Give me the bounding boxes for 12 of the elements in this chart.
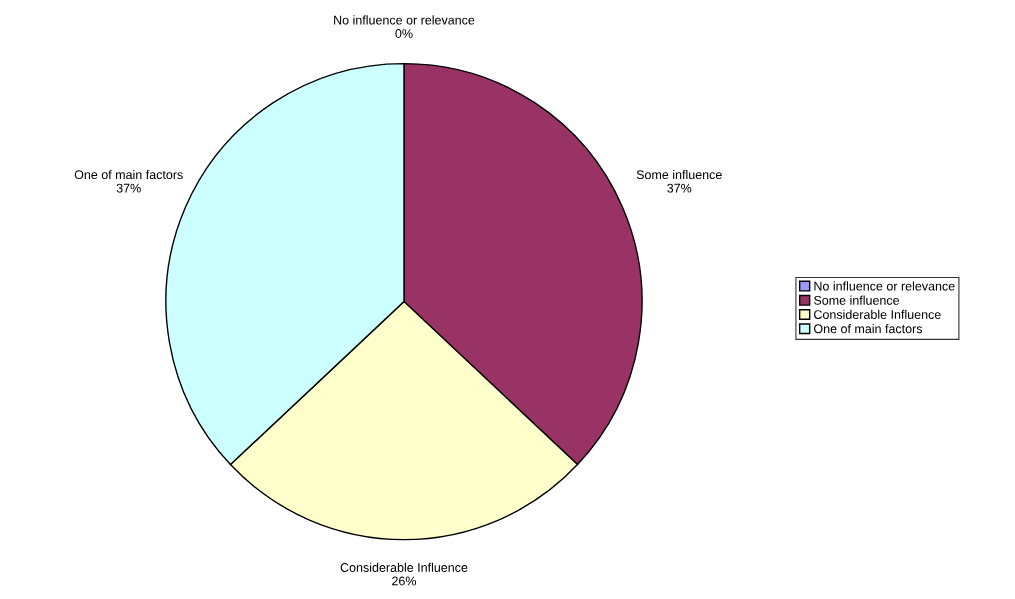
legend-label: Considerable Influence: [814, 309, 941, 319]
text: 0%: [395, 29, 413, 38]
legend-label: One of main factors: [814, 324, 923, 334]
data-label: 37%: [667, 183, 692, 193]
legend-label: No influence or relevance: [814, 281, 955, 291]
legend-label: Some influence: [813, 295, 900, 305]
slice-label: Considerable Influence: [340, 562, 468, 572]
category-label: No influence or relevance: [334, 15, 475, 25]
slice-label: Some influence: [636, 169, 722, 180]
slice-label: One of main factors: [74, 169, 183, 180]
data-label: 37%: [116, 183, 141, 193]
data-label: 26%: [392, 576, 417, 586]
